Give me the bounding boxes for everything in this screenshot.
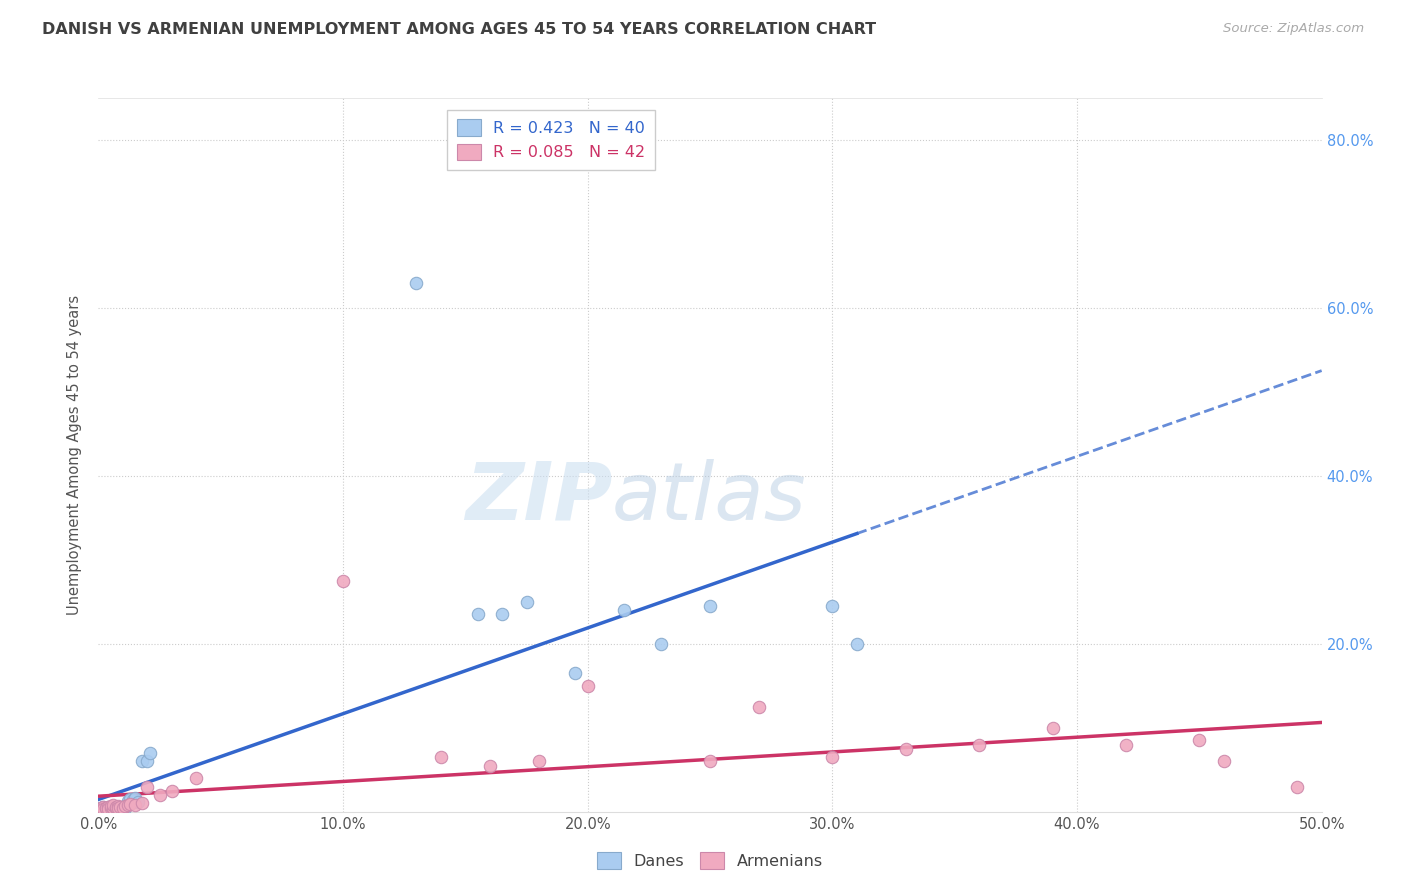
Point bbox=[748, 699, 770, 714]
Point bbox=[91, 802, 114, 816]
Point bbox=[94, 801, 117, 815]
Point bbox=[1042, 721, 1064, 735]
Point bbox=[576, 679, 599, 693]
Point bbox=[110, 799, 132, 814]
Point bbox=[1188, 733, 1211, 747]
Point bbox=[845, 637, 868, 651]
Point bbox=[136, 780, 159, 794]
Point bbox=[699, 599, 721, 613]
Point bbox=[104, 802, 127, 816]
Point bbox=[430, 750, 453, 764]
Point bbox=[131, 797, 153, 811]
Point bbox=[1286, 780, 1309, 794]
Point bbox=[699, 755, 721, 769]
Point bbox=[117, 794, 139, 808]
Point bbox=[1212, 755, 1234, 769]
Point bbox=[136, 755, 159, 769]
Point bbox=[101, 801, 124, 815]
Point bbox=[104, 800, 127, 814]
Point bbox=[121, 793, 143, 807]
Point bbox=[967, 738, 990, 752]
Point bbox=[405, 276, 427, 290]
Point bbox=[821, 750, 844, 764]
Point bbox=[894, 741, 917, 756]
Point bbox=[90, 800, 112, 814]
Point bbox=[111, 799, 134, 814]
Point bbox=[100, 798, 122, 813]
Y-axis label: Unemployment Among Ages 45 to 54 years: Unemployment Among Ages 45 to 54 years bbox=[67, 295, 83, 615]
Point bbox=[91, 802, 114, 816]
Point bbox=[139, 746, 162, 760]
Point bbox=[94, 801, 117, 815]
Point bbox=[120, 792, 142, 806]
Point bbox=[104, 800, 127, 814]
Point bbox=[613, 603, 636, 617]
Point bbox=[527, 755, 550, 769]
Point bbox=[107, 801, 129, 815]
Point bbox=[90, 801, 112, 815]
Point bbox=[97, 799, 120, 814]
Point bbox=[149, 788, 172, 802]
Point bbox=[107, 798, 129, 813]
Point bbox=[332, 574, 354, 588]
Point bbox=[650, 637, 672, 651]
Point bbox=[107, 799, 129, 814]
Point bbox=[104, 799, 127, 814]
Point bbox=[124, 791, 146, 805]
Point bbox=[100, 800, 122, 814]
Text: DANISH VS ARMENIAN UNEMPLOYMENT AMONG AGES 45 TO 54 YEARS CORRELATION CHART: DANISH VS ARMENIAN UNEMPLOYMENT AMONG AG… bbox=[42, 22, 876, 37]
Point bbox=[491, 607, 513, 622]
Point bbox=[101, 799, 124, 814]
Point bbox=[101, 797, 124, 812]
Point bbox=[110, 800, 132, 814]
Point bbox=[515, 595, 537, 609]
Point bbox=[94, 800, 117, 814]
Point bbox=[100, 800, 122, 814]
Point bbox=[91, 799, 114, 814]
Point bbox=[90, 801, 112, 815]
Point bbox=[94, 800, 117, 814]
Point bbox=[124, 797, 146, 812]
Point bbox=[821, 599, 844, 613]
Point bbox=[111, 800, 134, 814]
Point bbox=[91, 799, 114, 814]
Point bbox=[97, 802, 120, 816]
Point bbox=[186, 771, 208, 785]
Text: atlas: atlas bbox=[612, 458, 807, 537]
Point bbox=[478, 758, 501, 772]
Point bbox=[97, 799, 120, 814]
Point bbox=[127, 795, 149, 809]
Point bbox=[111, 801, 134, 815]
Point bbox=[94, 802, 117, 816]
Point bbox=[564, 666, 586, 681]
Text: ZIP: ZIP bbox=[465, 458, 612, 537]
Point bbox=[467, 607, 489, 622]
Point bbox=[97, 802, 120, 816]
Legend: Danes, Armenians: Danes, Armenians bbox=[591, 846, 830, 875]
Text: Source: ZipAtlas.com: Source: ZipAtlas.com bbox=[1223, 22, 1364, 36]
Point bbox=[90, 800, 112, 814]
Point bbox=[114, 800, 136, 814]
Point bbox=[120, 797, 142, 812]
Point bbox=[100, 801, 122, 815]
Point bbox=[114, 798, 136, 813]
Point bbox=[91, 800, 114, 814]
Point bbox=[1115, 738, 1137, 752]
Point bbox=[131, 755, 153, 769]
Point bbox=[160, 783, 183, 797]
Point bbox=[101, 801, 124, 815]
Point bbox=[117, 797, 139, 812]
Point bbox=[107, 801, 129, 815]
